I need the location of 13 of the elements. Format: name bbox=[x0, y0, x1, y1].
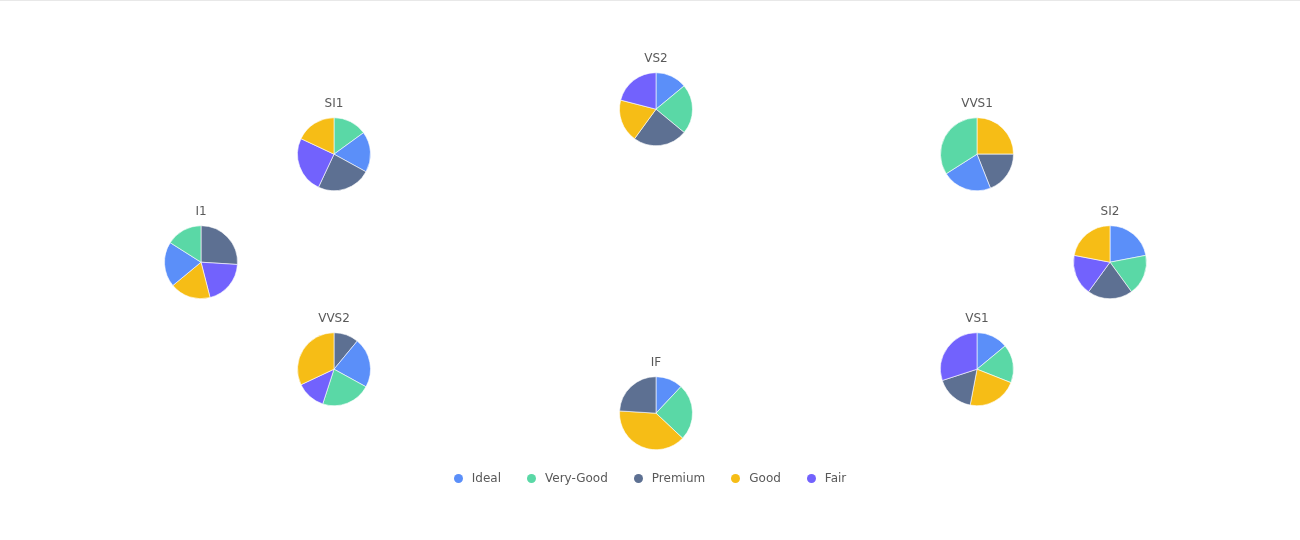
legend-label: Very-Good bbox=[544, 471, 608, 485]
chart-title: IF bbox=[650, 355, 662, 370]
chart-title: VVS1 bbox=[961, 96, 993, 111]
chart-title: VS2 bbox=[644, 51, 668, 66]
legend-label: Good bbox=[749, 471, 781, 485]
chart-title: VVS2 bbox=[318, 311, 350, 326]
legend-label: Ideal bbox=[471, 471, 501, 485]
chart-title: I1 bbox=[195, 204, 207, 219]
chart-title: VS1 bbox=[965, 311, 989, 326]
chart-title: SI1 bbox=[324, 96, 344, 111]
chart-title: SI2 bbox=[1100, 204, 1120, 219]
legend-label: Premium bbox=[651, 471, 706, 485]
legend-label: Fair bbox=[824, 471, 847, 485]
